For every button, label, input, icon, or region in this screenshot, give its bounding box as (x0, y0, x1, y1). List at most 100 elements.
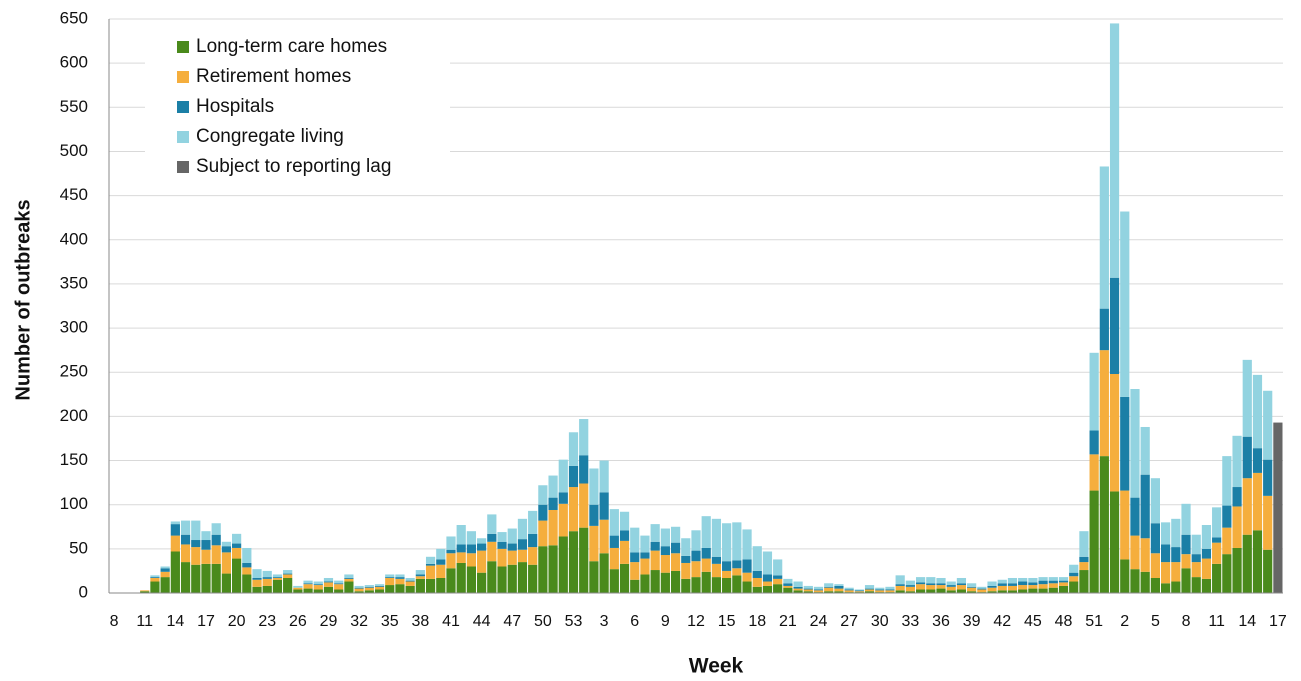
y-tick-label: 600 (60, 53, 88, 72)
bar-segment (1099, 350, 1109, 457)
bar-segment (272, 577, 283, 580)
bar-segment (364, 586, 374, 588)
bar-segment (956, 583, 967, 586)
bar-segment (446, 536, 456, 550)
legend-label: Long-term care homes (196, 36, 387, 57)
bar-segment (528, 547, 538, 565)
bar-segment (630, 527, 640, 553)
bar-segment (1109, 373, 1120, 492)
bar-segment (497, 566, 507, 593)
bar-segment (1089, 454, 1099, 491)
bar-segment (1028, 585, 1038, 589)
bar-segment (803, 591, 813, 593)
bar-segment (1160, 562, 1171, 584)
bar-segment (854, 591, 864, 593)
x-tick-label: 3 (600, 613, 609, 630)
bar-segment (1140, 426, 1150, 475)
bar-segment (793, 588, 803, 591)
bar-segment (425, 578, 436, 593)
bar-segment (1038, 577, 1048, 581)
bar-segment (1191, 562, 1201, 578)
bar-segment (1263, 495, 1273, 550)
bar-segment (691, 577, 701, 593)
x-tick-label: 50 (534, 613, 552, 630)
bar-segment (528, 533, 538, 548)
bar-segment (844, 589, 854, 591)
bar-segment (967, 586, 977, 588)
bar-segment (293, 589, 303, 593)
bar-segment (1191, 534, 1201, 555)
bar-segment (946, 590, 956, 593)
bar-segment (681, 538, 691, 556)
bar-segment (538, 485, 548, 505)
bar-segment (701, 516, 711, 548)
bar-segment (191, 547, 201, 565)
bar-segment (548, 509, 558, 546)
bar-segment (1109, 277, 1120, 374)
bar-segment (548, 497, 558, 510)
x-tick-label: 35 (381, 613, 399, 630)
bar-segment (1099, 308, 1109, 351)
bar-segment (283, 577, 293, 593)
bar-segment (1150, 577, 1160, 593)
bar-segment (589, 561, 599, 593)
x-tick-label: 14 (166, 613, 184, 630)
x-tick-label: 17 (197, 613, 215, 630)
bar-segment (732, 568, 742, 576)
bar-segment (1222, 456, 1232, 506)
bar-segment (1232, 506, 1242, 548)
y-axis-title: Number of outbreaks (12, 199, 34, 400)
bar-segment (446, 568, 456, 593)
bar-segment (1109, 491, 1120, 593)
x-tick-label: 27 (840, 613, 858, 630)
bar-segment (507, 550, 517, 565)
bar-segment (211, 563, 221, 593)
bar-segment (1058, 580, 1069, 583)
x-tick-label: 5 (1151, 613, 1160, 630)
bar-segment (150, 581, 160, 593)
bar-segment (1201, 558, 1212, 579)
bar-segment (946, 581, 956, 586)
bar-segment (344, 577, 354, 579)
bar-segment (1079, 556, 1089, 563)
bar-segment (824, 587, 834, 592)
bar-segment (885, 586, 895, 590)
x-tick-label: 36 (932, 613, 950, 630)
bar-segment (211, 534, 221, 546)
x-tick-label: 51 (1085, 613, 1103, 630)
bar-segment (344, 578, 354, 582)
bar-segment (650, 570, 660, 593)
bar-segment (1130, 389, 1140, 498)
bar-segment (1018, 585, 1028, 590)
bar-segment (354, 587, 364, 589)
bar-segment (466, 544, 477, 554)
bar-segment (191, 520, 201, 541)
bar-segment (425, 563, 436, 566)
x-tick-label: 23 (258, 613, 276, 630)
bar-segment (1069, 581, 1079, 593)
y-tick-label: 300 (60, 318, 88, 337)
bar-segment (660, 528, 670, 547)
bar-segment (1201, 578, 1212, 593)
bar-segment (334, 583, 344, 585)
bar-segment (946, 585, 956, 587)
bar-segment (762, 581, 773, 586)
bar-segment (783, 585, 793, 588)
bar-segment (477, 543, 487, 551)
bar-segment (956, 585, 967, 590)
bar-segment (752, 546, 762, 571)
bar-segment (538, 520, 548, 547)
bar-segment (630, 579, 640, 593)
bar-segment (1007, 577, 1018, 584)
bar-segment (528, 564, 538, 593)
bar-segment (548, 545, 558, 593)
bar-segment (323, 581, 334, 583)
bar-segment (732, 575, 742, 593)
x-tick-label: 21 (779, 613, 797, 630)
bar-segment (395, 584, 405, 593)
x-tick-label: 47 (503, 613, 521, 630)
bar-segment (374, 584, 385, 586)
bar-segment (670, 526, 681, 543)
x-tick-label: 8 (110, 613, 119, 630)
bar-segment (221, 573, 232, 593)
